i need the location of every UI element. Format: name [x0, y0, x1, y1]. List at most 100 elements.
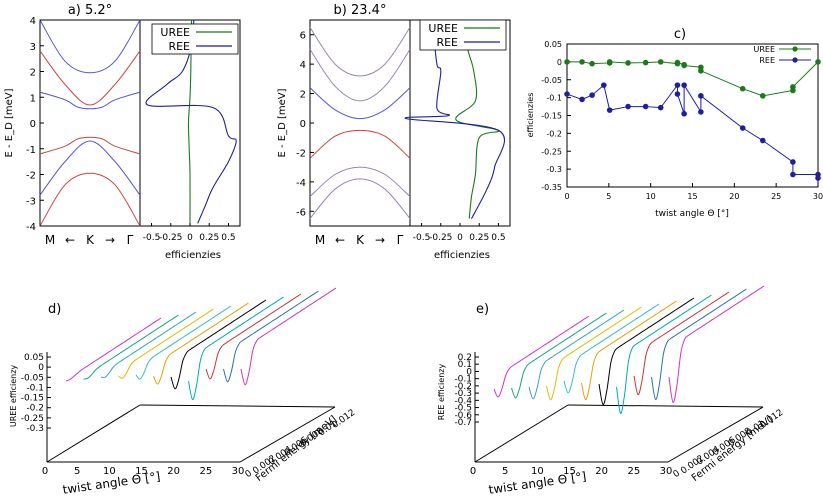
panel-e: e) 0.20.10-0.1-0.2-0.3-0.4-0.5-0.6-0.70 5… — [437, 285, 785, 497]
band-1 — [309, 27, 411, 77]
series-ree-point — [579, 96, 585, 103]
eff-x-tick-label: 0 — [457, 233, 463, 243]
series-uree-point — [759, 93, 766, 99]
k-path-label: Γ — [127, 233, 134, 247]
series-ree-point — [625, 103, 631, 110]
efficiency-curve-1 — [493, 315, 590, 398]
series-ree-point — [739, 125, 746, 131]
twist-tick-label: 0 — [42, 466, 48, 477]
series-uree-point — [698, 68, 704, 74]
y-tick-label: -2 — [26, 171, 36, 182]
y-tick-label: -0.25 — [541, 147, 562, 156]
panel-a-legend: UREE REE — [151, 23, 239, 55]
panel-a-y-ticks: -4 -3 -2 -1 0 1 2 3 4 — [26, 16, 44, 233]
k-path-label: → — [375, 233, 385, 247]
y-tick-label: 3 — [30, 42, 36, 53]
x-tick-label: 5 — [606, 192, 611, 201]
y-tick-label: -1 — [26, 145, 36, 156]
panel-c-series — [564, 59, 821, 181]
y-tick-label: 0 — [300, 119, 306, 130]
efficiency-curve-7 — [170, 299, 267, 390]
series-ree — [145, 19, 237, 224]
efficiency-curve-4 — [546, 306, 642, 401]
legend-ree-label: REE — [168, 40, 190, 53]
series-uree — [455, 27, 500, 219]
twist-tick-label: 25 — [199, 466, 212, 477]
band-4 — [39, 136, 141, 155]
k-path-label: K — [356, 233, 365, 247]
series-uree-point — [739, 85, 746, 92]
efficiency-curve-5 — [135, 305, 232, 380]
z-tick-label: -0.3 — [454, 389, 472, 399]
z-tick-label: -0.2 — [454, 382, 472, 392]
efficiency-curve-3 — [100, 311, 197, 379]
twist-tick-label: 10 — [531, 466, 544, 477]
band-5 — [309, 166, 411, 197]
series-uree-point — [674, 59, 681, 66]
efficiency-curve-1 — [65, 317, 162, 382]
efficiency-curve-10 — [651, 288, 747, 400]
twist-tick-label: 25 — [627, 466, 640, 477]
z-tick-label: -0.7 — [454, 418, 472, 428]
twist-tick-label: 10 — [103, 466, 116, 477]
series-uree-point — [579, 59, 585, 65]
band-6 — [39, 172, 141, 227]
legend-ree-marker — [792, 57, 798, 63]
eff-x-tick-label: 0.5 — [491, 233, 505, 243]
left-edge — [474, 404, 569, 463]
series-ree-point — [589, 92, 595, 98]
efficiency-curve-7 — [598, 297, 695, 406]
x-tick-label: 0 — [564, 192, 569, 201]
panel-e-curves — [493, 285, 765, 414]
efficiency-curve-8 — [188, 296, 284, 401]
efficiency-curve-3 — [528, 309, 625, 400]
series-uree — [187, 19, 193, 227]
efficiency-curve-6 — [153, 302, 249, 385]
twist-tick-label: 15 — [563, 466, 576, 477]
k-path-label: ← — [335, 233, 345, 247]
band-3 — [39, 91, 141, 110]
twist-tick-label: 20 — [167, 466, 180, 477]
eff-x-tick-label: 0 — [187, 233, 193, 243]
panel-e-title: e) — [476, 302, 489, 317]
fermi-axis — [239, 406, 336, 463]
z-tick-label: -0.4 — [454, 396, 472, 406]
band-4 — [309, 129, 411, 159]
eff-x-tick-label: 0.25 — [199, 233, 219, 243]
efficiency-curve-4 — [118, 308, 214, 379]
y-tick-label: 0 — [30, 119, 36, 130]
twist-tick-label: 5 — [502, 466, 508, 477]
k-path-label: M — [45, 233, 55, 247]
z-tick-label: -0.1 — [26, 383, 44, 393]
panel-a-eff-x-label: efficienzies — [165, 250, 221, 261]
efficiency-curve-8 — [616, 294, 712, 414]
y-tick-label: -0.3 — [546, 165, 562, 174]
x-tick-label: 15 — [687, 192, 697, 201]
series-ree-point — [790, 171, 796, 178]
series-uree-point — [564, 59, 570, 65]
y-tick-label: 4 — [30, 16, 36, 27]
efficiency-curve-10 — [223, 290, 319, 383]
fermi-tick-label: 0 — [244, 468, 255, 480]
efficiency-curve-11 — [668, 285, 765, 403]
eff-x-tick-label: 0.25 — [469, 233, 489, 243]
series-ree-point — [674, 82, 681, 88]
legend-uree-label: UREE — [428, 22, 458, 35]
series-ree-line — [566, 83, 819, 179]
panel-c-frame — [566, 43, 819, 188]
legend-uree-label: UREE — [160, 26, 190, 39]
panel-c-y-label: efficienzies — [526, 93, 535, 138]
band-6 — [309, 178, 411, 219]
k-path-label: Γ — [397, 233, 404, 247]
y-tick-label: -0.05 — [541, 76, 562, 85]
legend-ree-label: REE — [759, 56, 775, 65]
efficiency-curve-5 — [563, 303, 660, 394]
panel-d-curves — [65, 287, 337, 401]
panel-a-title: a) 5.2° — [68, 3, 112, 18]
twist-tick-label: 5 — [74, 466, 80, 477]
panel-a: a) 5.2° -4 -3 -2 -1 0 1 2 3 4 E - E_D [meV] M ← K →… — [4, 3, 241, 261]
series-ree-point — [601, 82, 607, 88]
y-tick-label: -0.1 — [546, 94, 562, 103]
left-edge — [46, 404, 141, 463]
